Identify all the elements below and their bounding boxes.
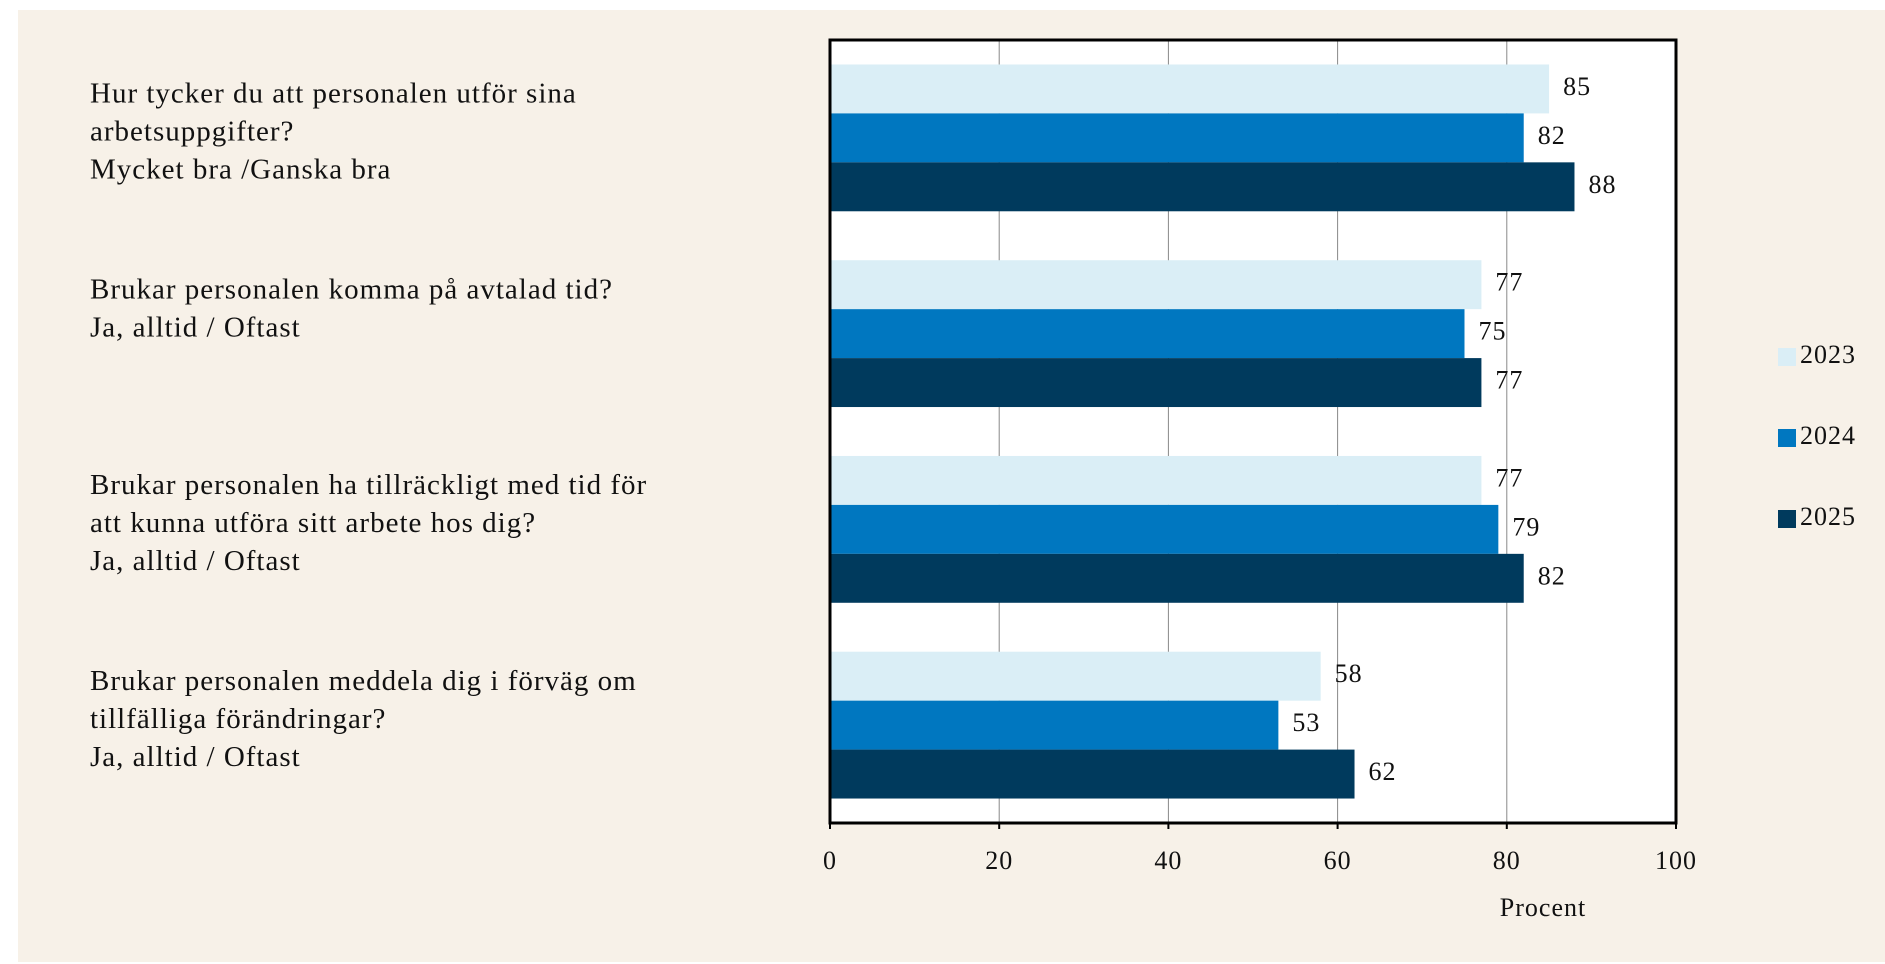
value-label: 53 (1292, 708, 1320, 737)
category-label: Mycket bra /Ganska bra (90, 154, 391, 186)
category-label: Brukar personalen komma på avtalad tid? (90, 273, 613, 305)
bar (830, 553, 1524, 603)
bar (830, 162, 1575, 212)
bar (830, 504, 1499, 554)
bar (830, 113, 1524, 163)
bar (830, 455, 1482, 505)
bar (830, 700, 1279, 750)
legend-label: 2024 (1800, 421, 1856, 450)
legend-label: 2023 (1800, 340, 1856, 369)
category-label: Ja, alltid / Oftast (90, 741, 301, 773)
category-label: Brukar personalen ha tillräckligt med ti… (90, 469, 647, 501)
category-label: tillfälliga förändringar? (90, 703, 386, 735)
legend-label: 2025 (1800, 502, 1856, 531)
legend-swatch (1778, 429, 1796, 447)
value-label: 77 (1495, 366, 1523, 395)
bar (830, 358, 1482, 408)
value-label: 82 (1538, 121, 1566, 150)
category-label: Hur tycker du att personalen utför sina (90, 78, 577, 110)
x-tick-label: 40 (1154, 846, 1182, 875)
value-label: 85 (1563, 72, 1591, 101)
value-label: 75 (1479, 317, 1507, 346)
category-label: Brukar personalen meddela dig i förväg o… (90, 665, 637, 697)
category-label: att kunna utföra sitt arbete hos dig? (90, 507, 536, 539)
bar (830, 749, 1355, 799)
bar (830, 309, 1465, 359)
bar (830, 260, 1482, 310)
value-label: 82 (1538, 561, 1566, 590)
bar (830, 651, 1321, 701)
legend-swatch (1778, 348, 1796, 366)
value-label: 77 (1495, 268, 1523, 297)
category-label: Ja, alltid / Oftast (90, 311, 301, 343)
x-axis-label: Procent (1500, 893, 1586, 922)
x-tick-label: 100 (1655, 846, 1697, 875)
value-label: 77 (1495, 463, 1523, 492)
category-label: Ja, alltid / Oftast (90, 545, 301, 577)
x-tick-label: 60 (1324, 846, 1352, 875)
value-label: 79 (1512, 512, 1540, 541)
bar (830, 64, 1550, 114)
value-label: 58 (1335, 659, 1363, 688)
x-tick-label: 0 (823, 846, 837, 875)
legend-swatch (1778, 510, 1796, 528)
x-tick-label: 80 (1493, 846, 1521, 875)
plot-border (828, 38, 1678, 825)
x-tick-label: 20 (985, 846, 1013, 875)
category-label: arbetsuppgifter? (90, 116, 294, 148)
value-label: 62 (1369, 757, 1397, 786)
value-label: 88 (1588, 170, 1616, 199)
